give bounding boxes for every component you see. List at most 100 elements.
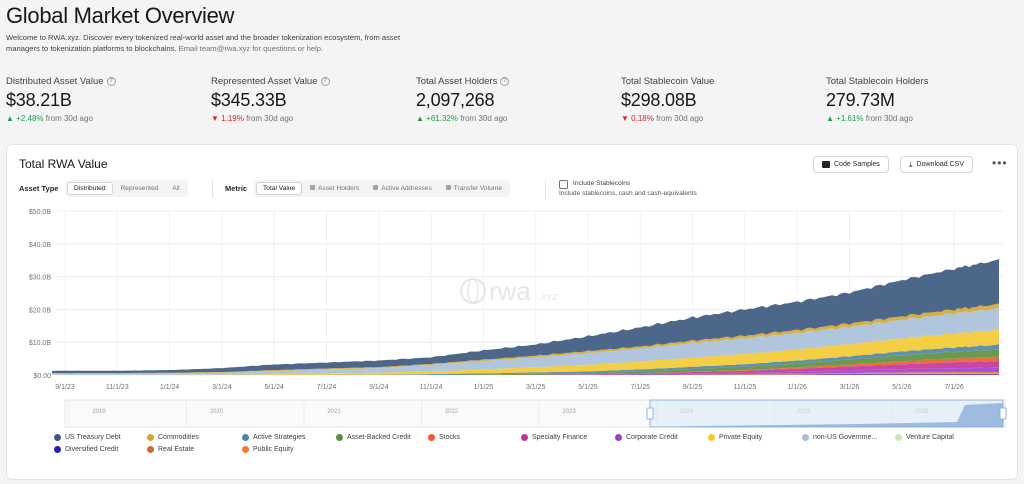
y-tick-label: $10.0B (29, 340, 52, 347)
legend-item-venture[interactable]: Venture Capital (895, 434, 954, 441)
stat-label: Total Stablecoin Value (621, 76, 715, 87)
legend-swatch (428, 434, 435, 441)
legend-swatch (521, 434, 528, 441)
code-samples-button[interactable]: Code Samples (813, 156, 889, 173)
x-tick-label: 9/1/24 (369, 384, 389, 391)
metric-asset-holders[interactable]: Asset Holders (304, 183, 365, 194)
metric-active-addresses-label: Active Addresses (381, 185, 432, 192)
y-tick-label: $40.0B (29, 242, 52, 249)
navigator-year-label: 2021 (327, 409, 341, 415)
area-series-non-us-gov[interactable] (52, 307, 999, 375)
legend-item-commodities[interactable]: Commodities (147, 434, 199, 441)
area-series-diversified[interactable] (52, 374, 999, 375)
area-series-private-equity[interactable] (52, 329, 999, 375)
stat-label: Total Asset Holders (416, 76, 498, 87)
metric-asset-holders-label: Asset Holders (318, 185, 360, 192)
legend-swatch (802, 434, 809, 441)
legend-item-asset-backed[interactable]: Asset-Backed Credit (336, 434, 411, 441)
page-title: Global Market Overview (6, 3, 235, 28)
area-series-active-strategies[interactable] (52, 344, 999, 375)
area-series-specialty[interactable] (52, 361, 999, 375)
legend-label: Venture Capital (906, 434, 954, 441)
stat-value: $345.33B (211, 90, 287, 110)
x-tick-label: 3/1/26 (840, 384, 860, 391)
legend-label: Specialty Finance (532, 434, 588, 441)
stat-label: Represented Asset Value (211, 76, 318, 87)
navigator-year-label: 2023 (562, 409, 576, 415)
area-series-public-equity[interactable] (52, 372, 999, 375)
stat-label: Distributed Asset Value (6, 76, 104, 87)
legend-item-specialty[interactable]: Specialty Finance (521, 434, 587, 441)
asset-type-represented[interactable]: Represented (120, 185, 159, 192)
stat-change: +1.61% (836, 114, 864, 123)
include-stablecoins-label[interactable]: Include Stablecoins (573, 180, 631, 187)
stat-change: 0.18% (631, 114, 654, 123)
legend-label: non-US Governme... (813, 434, 878, 441)
download-csv-button[interactable]: ⤓ Download CSV (900, 156, 974, 173)
metric-transfer-volume-label: Transfer Volume (453, 185, 502, 192)
legend-item-real-estate[interactable]: Real Estate (147, 446, 194, 453)
legend-item-stocks[interactable]: Stocks (428, 434, 460, 441)
x-tick-label: 11/1/25 (733, 384, 756, 391)
stat-total-stablecoin-value: Total Stablecoin Value $298.08B ▼ 0.18% … (621, 76, 714, 123)
total-rwa-value-chart[interactable]: $50.0B $40.0B $30.0B $20.0B $10.0B $0.00 9/1/2… (7, 203, 1007, 433)
stat-distributed-asset-value: Distributed Asset Value? $38.21B ▲ +2.48… (6, 76, 116, 123)
stat-label: Total Stablecoin Holders (826, 76, 929, 87)
area-series-asset-backed[interactable] (52, 349, 999, 375)
legend-item-corporate[interactable]: Corporate Credit (615, 434, 678, 441)
legend-swatch (242, 446, 249, 453)
x-tick-label: 1/1/24 (160, 384, 180, 391)
legend-item-diversified[interactable]: Diversified Credit (54, 446, 118, 453)
navigator-right-handle[interactable] (999, 407, 1007, 420)
x-tick-label: 9/1/23 (55, 384, 75, 391)
x-tick-label: 5/1/26 (892, 384, 912, 391)
stat-total-stablecoin-holders: Total Stablecoin Holders 279.73M ▲ +1.61… (826, 76, 928, 123)
y-tick-label: $50.0B (29, 209, 52, 216)
legend-swatch (54, 434, 61, 441)
lock-icon (310, 185, 316, 190)
chart-card: Total RWA Value Code Samples ⤓ Download … (6, 144, 1018, 480)
rwa-watermark-logo: rwa .xyz (460, 276, 558, 306)
legend-item-us-treasury[interactable]: US Treasury Debt (54, 434, 121, 441)
code-samples-label: Code Samples (834, 161, 880, 168)
x-tick-label: 1/1/26 (787, 384, 807, 391)
legend-item-non-us-gov[interactable]: non-US Governme... (802, 434, 877, 441)
up-arrow-icon: ▲ (6, 114, 14, 123)
y-tick-label: $0.00 (33, 373, 51, 380)
metric-toggle: Total Value Asset Holders Active Address… (254, 180, 510, 197)
stat-change-suffix: from 30d ago (246, 114, 294, 123)
contact-email-link[interactable]: Email team@rwa.xyz for questions or help… (178, 44, 324, 53)
asset-type-distributed[interactable]: Distributed (67, 182, 113, 195)
metric-transfer-volume[interactable]: Transfer Volume (440, 183, 508, 194)
navigator-left-handle[interactable] (646, 407, 654, 420)
help-icon[interactable]: ? (106, 77, 116, 86)
help-icon[interactable]: ? (500, 77, 510, 86)
legend-item-public-equity[interactable]: Public Equity (242, 446, 293, 453)
stat-change-suffix: from 30d ago (656, 114, 704, 123)
include-stablecoins-checkbox[interactable] (559, 180, 568, 189)
asset-type-all[interactable]: All (172, 185, 180, 192)
legend-item-private-equity[interactable]: Private Equity (708, 434, 762, 441)
y-tick-label: $30.0B (29, 275, 52, 282)
asset-type-label: Asset Type (19, 184, 59, 193)
legend-item-active-strategies[interactable]: Active Strategies (242, 434, 306, 441)
area-series-us-treasury[interactable] (52, 259, 999, 374)
intro-line-2: managers to tokenization platforms to bl… (6, 44, 177, 53)
area-series-corporate[interactable] (52, 367, 999, 375)
download-csv-label: Download CSV (916, 161, 965, 168)
navigator-year-label: 2019 (92, 409, 106, 415)
help-icon[interactable]: ? (320, 77, 330, 86)
divider (212, 180, 213, 198)
metric-active-addresses[interactable]: Active Addresses (367, 183, 438, 194)
navigator-mini-series (650, 403, 1003, 427)
x-tick-label: 11/1/23 (106, 384, 129, 391)
lock-icon (373, 185, 379, 190)
x-tick-label: 7/1/24 (317, 384, 337, 391)
more-options-icon[interactable]: ••• (992, 156, 1008, 170)
metric-total-value[interactable]: Total Value (256, 182, 303, 195)
watermark-text: rwa (489, 276, 531, 306)
legend-swatch (895, 434, 902, 441)
area-series-real-estate[interactable] (52, 373, 999, 375)
metric-label: Metric (225, 184, 248, 193)
